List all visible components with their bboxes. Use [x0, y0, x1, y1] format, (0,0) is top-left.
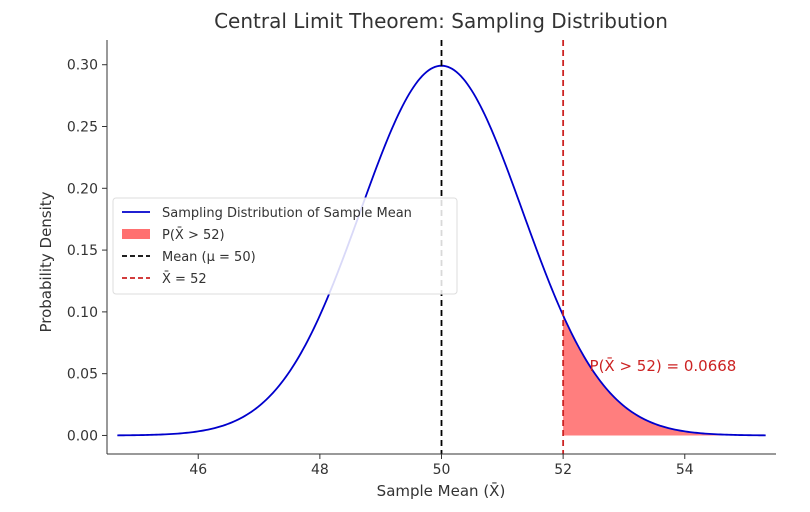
plot-area — [117, 40, 766, 454]
probability-annotation: P(X̄ > 52) = 0.0668 — [590, 356, 737, 375]
legend-box — [112, 197, 458, 295]
x-tick-label: 52 — [554, 462, 572, 478]
y-tick-label: 0.15 — [67, 243, 98, 259]
probability-area — [563, 315, 766, 436]
legend-label-mean: Mean (μ = 50) — [162, 250, 256, 265]
axes: 46 48 50 52 54 0.00 0.05 0.10 0.15 0.20 0.25 0.30 — [67, 40, 776, 478]
legend: Sampling Distribution of Sample Mean P(X… — [112, 197, 458, 295]
x-tick-label: 50 — [433, 462, 451, 478]
x-axis-label: Sample Mean (X̄) — [377, 481, 506, 500]
legend-label-xbar: X̄ = 52 — [162, 272, 207, 287]
y-tick-label: 0.30 — [67, 58, 98, 74]
legend-swatch-area — [122, 229, 150, 239]
y-ticks: 0.00 0.05 0.10 0.15 0.20 0.25 0.30 — [67, 58, 107, 444]
x-tick-label: 54 — [676, 462, 694, 478]
y-tick-label: 0.00 — [67, 428, 98, 444]
y-tick-label: 0.25 — [67, 120, 98, 136]
x-ticks: 46 48 50 52 54 — [189, 454, 694, 478]
x-tick-label: 46 — [189, 462, 207, 478]
legend-label-curve: Sampling Distribution of Sample Mean — [162, 206, 412, 221]
chart-title: Central Limit Theorem: Sampling Distribu… — [214, 9, 668, 33]
y-tick-label: 0.10 — [67, 305, 98, 321]
y-tick-label: 0.20 — [67, 181, 98, 197]
y-tick-label: 0.05 — [67, 367, 98, 383]
y-axis-label: Probability Density — [37, 191, 55, 332]
x-tick-label: 48 — [311, 462, 329, 478]
legend-label-area: P(X̄ > 52) — [162, 228, 225, 243]
